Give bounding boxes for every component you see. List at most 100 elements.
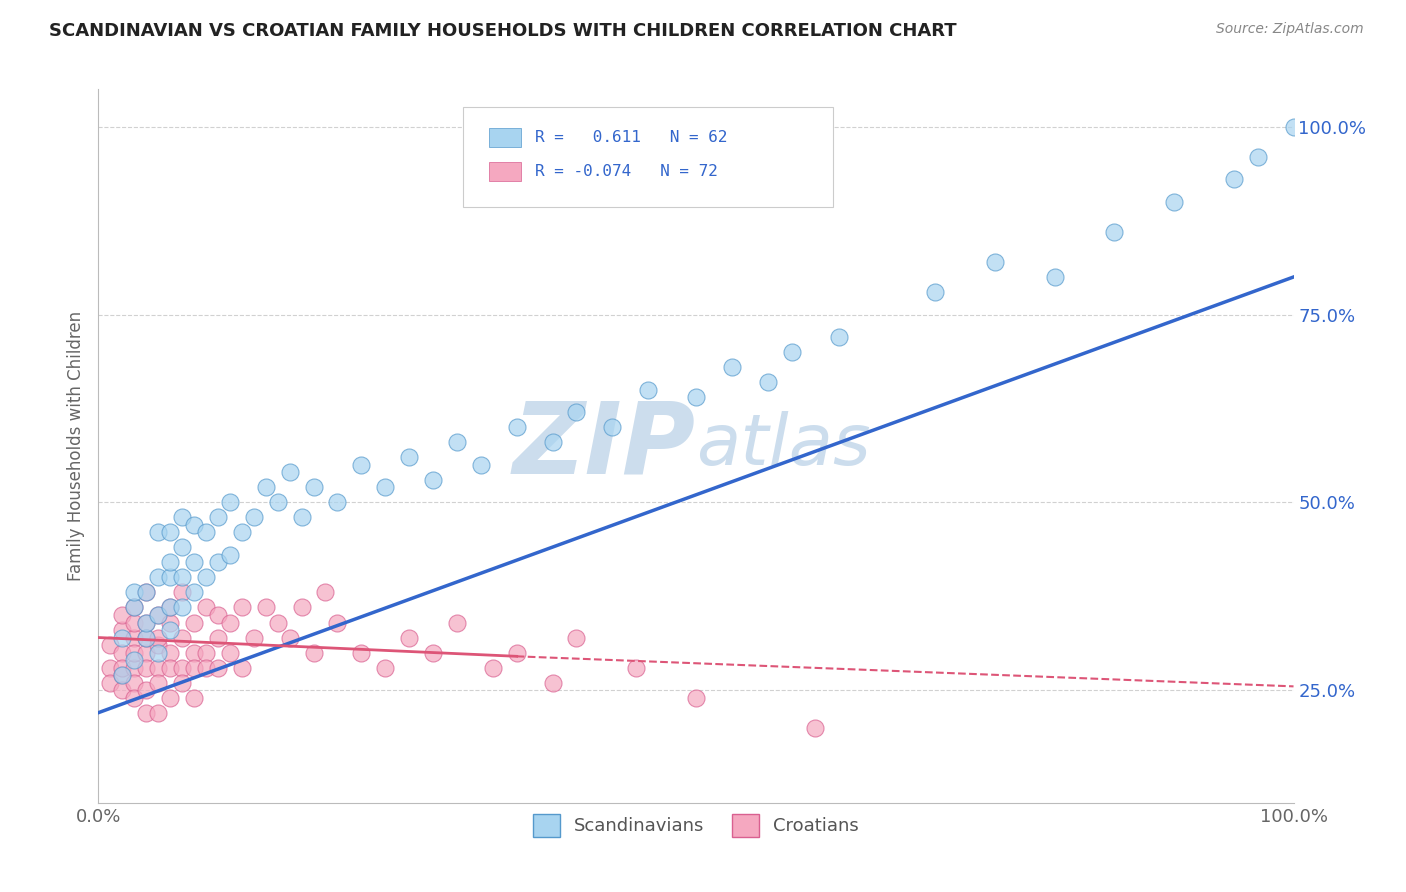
Point: [195, 525, 218, 540]
Point: [422, 646, 444, 660]
Point: [111, 646, 134, 660]
Point: [98, 675, 122, 690]
Point: [111, 683, 134, 698]
FancyBboxPatch shape: [489, 161, 522, 181]
Text: Source: ZipAtlas.com: Source: ZipAtlas.com: [1216, 22, 1364, 37]
Point: [231, 660, 253, 674]
Point: [219, 495, 242, 509]
Point: [398, 631, 420, 645]
Point: [291, 510, 314, 524]
Point: [302, 646, 325, 660]
Point: [172, 600, 194, 615]
Text: ZIP: ZIP: [513, 398, 696, 494]
Text: R =   0.611   N = 62: R = 0.611 N = 62: [534, 130, 727, 145]
Point: [219, 646, 242, 660]
Point: [602, 420, 624, 434]
Text: SCANDINAVIAN VS CROATIAN FAMILY HOUSEHOLDS WITH CHILDREN CORRELATION CHART: SCANDINAVIAN VS CROATIAN FAMILY HOUSEHOL…: [49, 22, 957, 40]
Point: [780, 345, 803, 359]
Point: [243, 631, 266, 645]
Point: [626, 660, 648, 674]
Point: [398, 450, 420, 465]
Point: [183, 517, 205, 532]
Point: [446, 435, 468, 450]
Point: [350, 646, 373, 660]
Point: [148, 607, 170, 622]
Point: [183, 556, 205, 570]
Point: [756, 375, 779, 389]
Point: [124, 653, 146, 667]
Point: [172, 675, 194, 690]
Text: atlas: atlas: [696, 411, 870, 481]
Point: [195, 646, 218, 660]
Point: [124, 660, 146, 674]
Point: [1163, 194, 1185, 209]
Point: [159, 600, 181, 615]
Point: [243, 510, 266, 524]
Point: [183, 660, 205, 674]
Point: [111, 623, 134, 637]
Point: [506, 646, 529, 660]
Point: [231, 525, 253, 540]
Point: [219, 615, 242, 630]
Point: [254, 600, 277, 615]
Point: [565, 405, 588, 419]
Point: [148, 570, 170, 584]
Point: [350, 458, 373, 472]
Point: [231, 600, 253, 615]
Point: [124, 585, 146, 599]
Point: [446, 615, 468, 630]
Point: [685, 390, 707, 404]
Point: [111, 668, 134, 682]
Point: [267, 495, 290, 509]
Point: [374, 660, 396, 674]
Point: [159, 660, 181, 674]
Point: [172, 510, 194, 524]
Point: [111, 668, 134, 682]
Point: [172, 660, 194, 674]
Point: [828, 330, 851, 344]
Point: [278, 631, 301, 645]
Point: [207, 510, 229, 524]
Point: [195, 600, 218, 615]
Point: [422, 473, 444, 487]
Point: [207, 660, 229, 674]
Point: [302, 480, 325, 494]
Point: [195, 570, 218, 584]
Point: [148, 525, 170, 540]
Point: [135, 615, 157, 630]
Point: [159, 623, 181, 637]
Point: [481, 660, 505, 674]
Point: [135, 631, 157, 645]
Point: [148, 646, 170, 660]
Point: [315, 585, 337, 599]
Text: R = -0.074   N = 72: R = -0.074 N = 72: [534, 164, 717, 178]
Point: [135, 660, 157, 674]
Point: [924, 285, 946, 299]
Point: [721, 360, 744, 375]
Point: [685, 690, 707, 705]
Point: [207, 631, 229, 645]
Point: [195, 660, 218, 674]
Point: [183, 585, 205, 599]
Point: [267, 615, 290, 630]
Point: [111, 631, 134, 645]
Point: [124, 690, 146, 705]
Point: [172, 541, 194, 555]
Point: [148, 631, 170, 645]
Point: [278, 465, 301, 479]
Point: [1282, 120, 1305, 134]
Point: [172, 585, 194, 599]
Point: [183, 690, 205, 705]
Point: [148, 706, 170, 720]
Point: [124, 615, 146, 630]
FancyBboxPatch shape: [463, 107, 834, 207]
Point: [1223, 172, 1246, 186]
Point: [470, 458, 492, 472]
Point: [124, 646, 146, 660]
Point: [541, 675, 564, 690]
Point: [159, 525, 181, 540]
Legend: Scandinavians, Croatians: Scandinavians, Croatians: [526, 807, 866, 844]
Point: [637, 383, 659, 397]
Point: [984, 255, 1007, 269]
Point: [148, 660, 170, 674]
